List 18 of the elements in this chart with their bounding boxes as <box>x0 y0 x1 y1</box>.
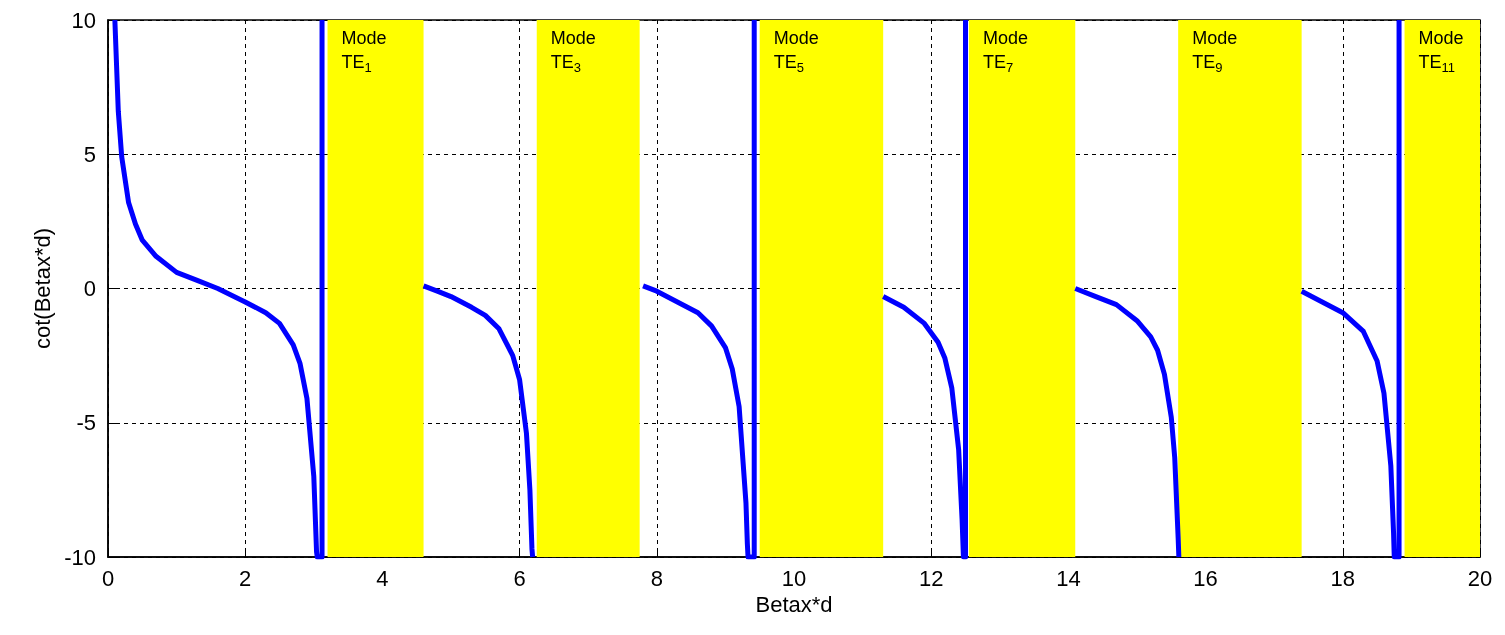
x-tick-label: 8 <box>650 565 663 591</box>
x-tick-label: 6 <box>513 565 526 591</box>
x-tick-label: 2 <box>239 565 252 591</box>
x-axis-title: Betax*d <box>755 592 833 618</box>
y-axis-title: cot(Betax*d) <box>29 227 55 350</box>
x-tick-label: 14 <box>1056 565 1081 591</box>
x-tick-label: 20 <box>1467 565 1493 591</box>
x-tick-label: 12 <box>918 565 944 591</box>
y-tick-label: 5 <box>83 141 96 167</box>
x-tick-label: 10 <box>781 565 807 591</box>
y-tick-label: -5 <box>76 410 96 436</box>
x-tick-label: 18 <box>1330 565 1356 591</box>
y-tick-label: 0 <box>83 276 96 301</box>
x-tick-label: 4 <box>376 565 389 591</box>
y-tick-label: 10 <box>71 7 96 33</box>
x-tick-label: 16 <box>1193 565 1218 591</box>
y-tick-label: -10 <box>64 544 96 570</box>
x-tick-label: 0 <box>101 565 115 591</box>
